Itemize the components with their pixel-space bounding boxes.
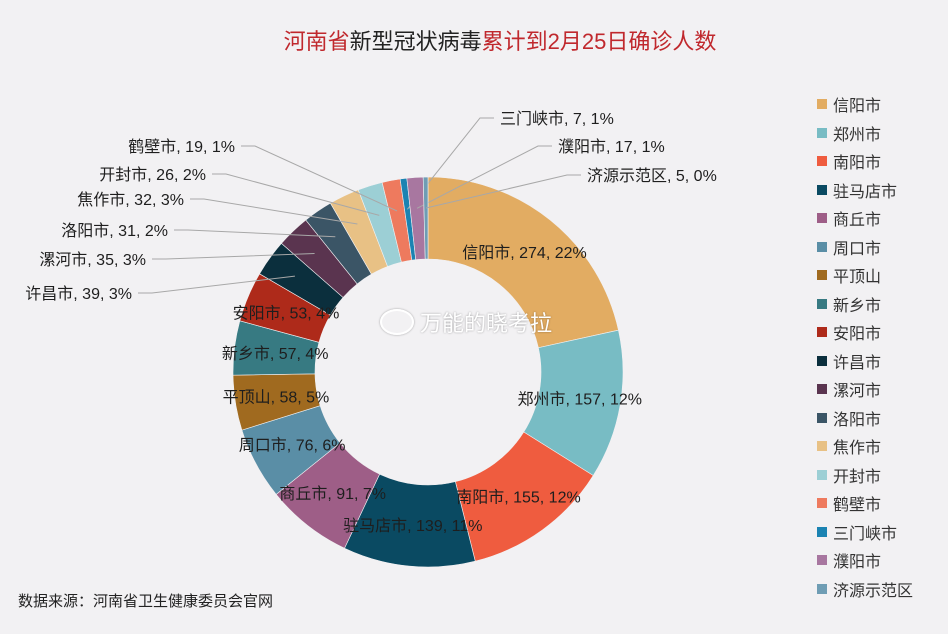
leader-line xyxy=(241,145,398,212)
data-label: 开封市, 26, 2% xyxy=(99,166,206,184)
legend-label: 许昌市 xyxy=(833,354,882,372)
leader-line xyxy=(406,117,494,210)
chart-title: 河南省新型冠状病毒累计到2月25日确诊人数 xyxy=(0,24,948,56)
leader-line xyxy=(152,253,315,260)
legend-swatch-icon xyxy=(817,298,827,309)
legend-item[interactable]: 信阳市 xyxy=(817,90,913,119)
legend-label: 郑州市 xyxy=(833,126,882,144)
data-label: 济源示范区, 5, 0% xyxy=(587,167,717,185)
watermark: 万能的晓考拉 xyxy=(380,306,552,338)
legend-item[interactable]: 开封市 xyxy=(817,461,913,490)
legend-label: 商丘市 xyxy=(833,212,882,230)
legend-item[interactable]: 平顶山 xyxy=(817,261,913,290)
legend-item[interactable]: 焦作市 xyxy=(817,432,913,461)
legend-item[interactable]: 新乡市 xyxy=(817,290,913,319)
data-label: 洛阳市, 31, 2% xyxy=(61,222,168,240)
legend-item[interactable]: 济源示范区 xyxy=(817,575,913,604)
title-part-date: 累计到2月25日确诊人数 xyxy=(481,29,717,54)
legend-label: 新乡市 xyxy=(833,297,882,315)
legend-label: 周口市 xyxy=(833,240,882,258)
legend-item[interactable]: 三门峡市 xyxy=(817,518,913,547)
legend-label: 安阳市 xyxy=(833,326,882,344)
legend-item[interactable]: 郑州市 xyxy=(817,119,913,148)
data-label: 濮阳市, 17, 1% xyxy=(558,138,665,156)
data-label: 鹤壁市, 19, 1% xyxy=(128,137,235,156)
data-label: 安阳市, 53, 4% xyxy=(233,304,340,322)
legend-label: 济源示范区 xyxy=(833,582,914,600)
data-label: 商丘市, 91, 7% xyxy=(279,485,386,503)
legend-swatch-icon xyxy=(817,156,827,167)
title-part-virus: 新型冠状病毒 xyxy=(349,29,482,54)
leader-line xyxy=(416,145,552,209)
legend-label: 信阳市 xyxy=(833,98,882,116)
leader-line xyxy=(138,275,295,294)
leader-line xyxy=(190,198,358,225)
legend-swatch-icon xyxy=(817,355,827,366)
legend-swatch-icon xyxy=(817,213,827,224)
leader-line xyxy=(212,173,380,216)
legend-item[interactable]: 安阳市 xyxy=(817,318,913,347)
legend-swatch-icon xyxy=(817,184,827,195)
legend-swatch-icon xyxy=(817,99,827,110)
slice-信阳市 xyxy=(427,176,619,349)
legend-label: 焦作市 xyxy=(833,440,882,458)
legend-label: 三门峡市 xyxy=(833,525,898,543)
data-label: 南阳市, 155, 12% xyxy=(456,489,581,507)
legend-item[interactable]: 洛阳市 xyxy=(817,404,913,433)
legend: 信阳市郑州市南阳市驻马店市商丘市周口市平顶山新乡市安阳市许昌市漯河市洛阳市焦作市… xyxy=(817,90,913,603)
legend-swatch-icon xyxy=(817,270,827,281)
weibo-logo-icon xyxy=(380,309,414,335)
legend-item[interactable]: 鹤壁市 xyxy=(817,489,913,518)
legend-item[interactable]: 濮阳市 xyxy=(817,546,913,575)
data-source-note: 数据来源：河南省卫生健康委员会官网 xyxy=(18,593,274,610)
data-label: 新乡市, 57, 4% xyxy=(222,345,329,363)
legend-item[interactable]: 商丘市 xyxy=(817,204,913,233)
data-label: 焦作市, 32, 3% xyxy=(77,191,184,209)
legend-swatch-icon xyxy=(817,327,827,338)
data-label: 平顶山, 58, 5% xyxy=(223,388,330,406)
data-label: 三门峡市, 7, 1% xyxy=(500,110,614,128)
data-label: 郑州市, 157, 12% xyxy=(517,390,642,408)
legend-label: 平顶山 xyxy=(833,269,882,287)
legend-swatch-icon xyxy=(817,441,827,452)
legend-swatch-icon xyxy=(817,526,827,537)
legend-item[interactable]: 漯河市 xyxy=(817,375,913,404)
legend-label: 南阳市 xyxy=(833,155,882,173)
legend-item[interactable]: 周口市 xyxy=(817,233,913,262)
legend-label: 濮阳市 xyxy=(833,554,882,572)
legend-swatch-icon xyxy=(817,555,827,566)
leader-line xyxy=(425,174,581,209)
watermark-text: 万能的晓考拉 xyxy=(420,311,553,336)
slice-济源示范区 xyxy=(422,176,429,260)
data-label: 驻马店市, 139, 11% xyxy=(343,517,482,535)
legend-label: 洛阳市 xyxy=(833,411,882,429)
legend-item[interactable]: 驻马店市 xyxy=(817,176,913,205)
legend-swatch-icon xyxy=(817,469,827,480)
legend-label: 鹤壁市 xyxy=(833,497,882,515)
legend-label: 漯河市 xyxy=(833,383,882,401)
legend-swatch-icon xyxy=(817,412,827,423)
legend-swatch-icon xyxy=(817,241,827,252)
legend-swatch-icon xyxy=(817,127,827,138)
leader-line xyxy=(174,229,336,238)
title-part-province: 河南省 xyxy=(283,29,350,54)
legend-swatch-icon xyxy=(817,583,827,594)
legend-item[interactable]: 许昌市 xyxy=(817,347,913,376)
legend-label: 驻马店市 xyxy=(833,183,898,201)
data-label: 信阳市, 274, 22% xyxy=(462,244,587,262)
legend-item[interactable]: 南阳市 xyxy=(817,147,913,176)
data-label: 漯河市, 35, 3% xyxy=(39,251,146,269)
legend-swatch-icon xyxy=(817,384,827,395)
legend-label: 开封市 xyxy=(833,468,882,486)
data-label: 许昌市, 39, 3% xyxy=(25,285,132,303)
legend-swatch-icon xyxy=(817,498,827,509)
data-label: 周口市, 76, 6% xyxy=(239,437,346,455)
